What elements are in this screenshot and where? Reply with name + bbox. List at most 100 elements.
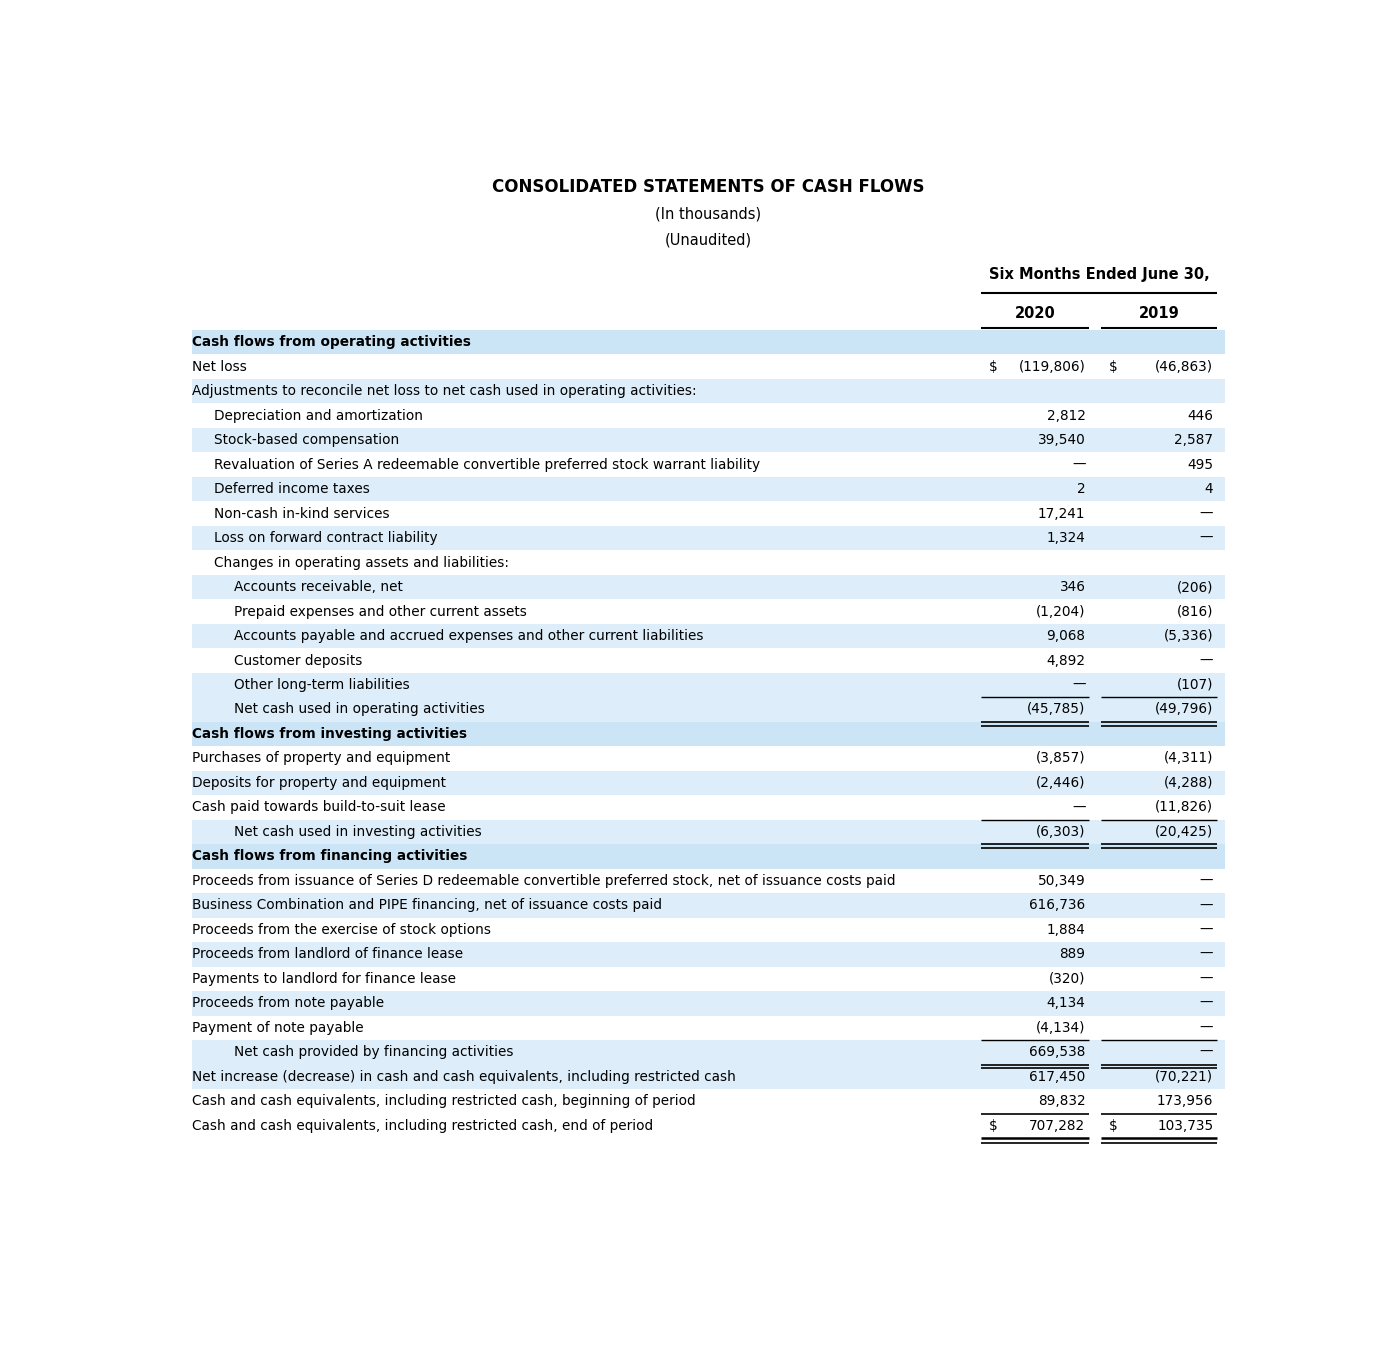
Text: (1,204): (1,204) xyxy=(1036,604,1086,618)
Bar xyxy=(192,991,1225,1015)
Text: 1,324: 1,324 xyxy=(1046,532,1086,545)
Text: 50,349: 50,349 xyxy=(1038,874,1086,888)
Text: $: $ xyxy=(1108,1119,1118,1133)
Text: Proceeds from issuance of Series D redeemable convertible preferred stock, net o: Proceeds from issuance of Series D redee… xyxy=(192,874,896,888)
Bar xyxy=(192,771,1225,795)
Text: (11,826): (11,826) xyxy=(1155,800,1213,814)
Text: —: — xyxy=(1199,899,1213,912)
Text: Adjustments to reconcile net loss to net cash used in operating activities:: Adjustments to reconcile net loss to net… xyxy=(192,384,697,399)
Text: Six Months Ended June 30,: Six Months Ended June 30, xyxy=(988,267,1209,282)
Text: Net cash used in operating activities: Net cash used in operating activities xyxy=(235,703,486,717)
Text: (3,857): (3,857) xyxy=(1036,752,1086,766)
Text: $: $ xyxy=(988,1119,998,1133)
Text: 89,832: 89,832 xyxy=(1038,1095,1086,1108)
Text: 2: 2 xyxy=(1076,482,1086,496)
Text: Net loss: Net loss xyxy=(192,360,247,374)
Text: Payment of note payable: Payment of note payable xyxy=(192,1021,363,1034)
Bar xyxy=(192,967,1225,991)
Text: 2019: 2019 xyxy=(1138,306,1180,321)
Text: Deferred income taxes: Deferred income taxes xyxy=(214,482,370,496)
Bar xyxy=(192,452,1225,477)
Bar xyxy=(192,427,1225,452)
Text: Prepaid expenses and other current assets: Prepaid expenses and other current asset… xyxy=(235,604,527,618)
Text: (206): (206) xyxy=(1177,580,1213,595)
Text: Non-cash in-kind services: Non-cash in-kind services xyxy=(214,507,389,521)
Text: —: — xyxy=(1072,678,1086,692)
Bar xyxy=(192,869,1225,893)
Bar xyxy=(192,795,1225,819)
Text: Accounts payable and accrued expenses and other current liabilities: Accounts payable and accrued expenses an… xyxy=(235,629,704,643)
Text: (In thousands): (In thousands) xyxy=(656,207,762,222)
Bar xyxy=(192,379,1225,403)
Bar xyxy=(192,355,1225,379)
Text: —: — xyxy=(1199,947,1213,962)
Bar xyxy=(192,501,1225,526)
Text: —: — xyxy=(1199,1021,1213,1034)
Text: 39,540: 39,540 xyxy=(1038,433,1086,447)
Text: 889: 889 xyxy=(1060,947,1086,962)
Bar xyxy=(192,893,1225,918)
Text: 173,956: 173,956 xyxy=(1156,1095,1213,1108)
Bar xyxy=(192,1064,1225,1089)
Bar xyxy=(192,673,1225,697)
Bar xyxy=(192,747,1225,771)
Text: Net increase (decrease) in cash and cash equivalents, including restricted cash: Net increase (decrease) in cash and cash… xyxy=(192,1070,736,1084)
Text: 669,538: 669,538 xyxy=(1029,1045,1086,1059)
Bar xyxy=(192,1089,1225,1114)
Text: (6,303): (6,303) xyxy=(1036,825,1086,838)
Text: —: — xyxy=(1199,923,1213,937)
Text: (119,806): (119,806) xyxy=(1018,360,1086,374)
Bar xyxy=(192,1114,1225,1138)
Bar xyxy=(192,526,1225,551)
Text: (46,863): (46,863) xyxy=(1155,360,1213,374)
Bar xyxy=(192,648,1225,673)
Text: (45,785): (45,785) xyxy=(1027,703,1086,717)
Bar xyxy=(192,330,1225,355)
Text: (49,796): (49,796) xyxy=(1155,703,1213,717)
Text: CONSOLIDATED STATEMENTS OF CASH FLOWS: CONSOLIDATED STATEMENTS OF CASH FLOWS xyxy=(493,178,925,196)
Bar xyxy=(192,918,1225,943)
Text: Changes in operating assets and liabilities:: Changes in operating assets and liabilit… xyxy=(214,556,509,570)
Bar xyxy=(192,403,1225,427)
Text: Net cash used in investing activities: Net cash used in investing activities xyxy=(235,825,482,838)
Text: 2020: 2020 xyxy=(1014,306,1056,321)
Bar xyxy=(192,575,1225,599)
Text: Other long-term liabilities: Other long-term liabilities xyxy=(235,678,410,692)
Bar xyxy=(192,599,1225,623)
Text: —: — xyxy=(1199,532,1213,545)
Text: 17,241: 17,241 xyxy=(1038,507,1086,521)
Text: (816): (816) xyxy=(1177,604,1213,618)
Text: Cash paid towards build-to-suit lease: Cash paid towards build-to-suit lease xyxy=(192,800,446,814)
Text: Cash flows from financing activities: Cash flows from financing activities xyxy=(192,849,468,863)
Text: —: — xyxy=(1199,653,1213,667)
Text: Cash and cash equivalents, including restricted cash, beginning of period: Cash and cash equivalents, including res… xyxy=(192,1095,696,1108)
Text: (4,134): (4,134) xyxy=(1036,1021,1086,1034)
Text: $: $ xyxy=(988,360,998,374)
Text: Depreciation and amortization: Depreciation and amortization xyxy=(214,408,422,423)
Text: (20,425): (20,425) xyxy=(1155,825,1213,838)
Text: 9,068: 9,068 xyxy=(1046,629,1086,643)
Text: Customer deposits: Customer deposits xyxy=(235,653,363,667)
Bar xyxy=(192,551,1225,575)
Text: (320): (320) xyxy=(1049,971,1086,986)
Bar xyxy=(192,623,1225,648)
Text: Cash flows from investing activities: Cash flows from investing activities xyxy=(192,727,466,741)
Text: (107): (107) xyxy=(1177,678,1213,692)
Bar xyxy=(192,477,1225,501)
Text: Proceeds from landlord of finance lease: Proceeds from landlord of finance lease xyxy=(192,947,464,962)
Bar xyxy=(192,1015,1225,1040)
Text: Loss on forward contract liability: Loss on forward contract liability xyxy=(214,532,437,545)
Text: 707,282: 707,282 xyxy=(1029,1119,1086,1133)
Bar xyxy=(192,1040,1225,1064)
Text: 1,884: 1,884 xyxy=(1046,923,1086,937)
Text: 346: 346 xyxy=(1060,580,1086,595)
Text: $: $ xyxy=(1108,360,1118,374)
Text: 617,450: 617,450 xyxy=(1029,1070,1086,1084)
Text: 4,134: 4,134 xyxy=(1046,996,1086,1010)
Text: Net cash provided by financing activities: Net cash provided by financing activitie… xyxy=(235,1045,513,1059)
Text: —: — xyxy=(1072,458,1086,471)
Text: Stock-based compensation: Stock-based compensation xyxy=(214,433,399,447)
Text: Business Combination and PIPE financing, net of issuance costs paid: Business Combination and PIPE financing,… xyxy=(192,899,662,912)
Text: Proceeds from note payable: Proceeds from note payable xyxy=(192,996,384,1010)
Bar xyxy=(192,697,1225,722)
